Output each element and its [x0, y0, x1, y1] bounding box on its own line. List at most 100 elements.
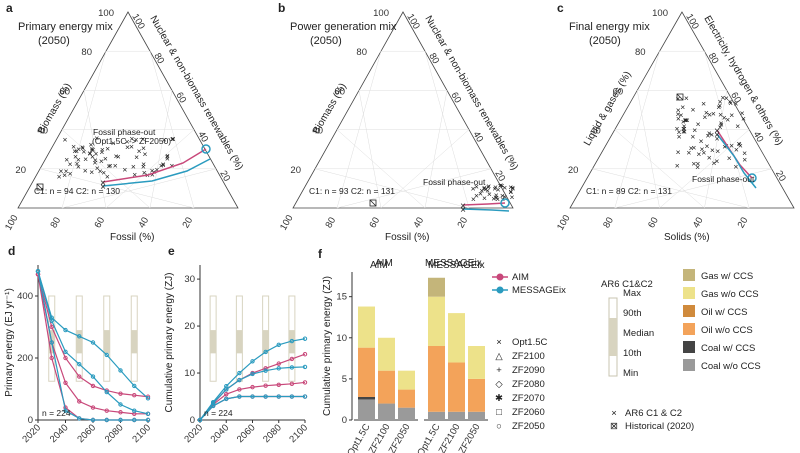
right-tick-label: 80: [426, 51, 441, 66]
ar6-point: ×: [678, 110, 683, 120]
legend-model-name: MESSAGEix: [512, 285, 566, 296]
series-point: [263, 368, 268, 373]
right-tick-label: 20: [217, 169, 232, 184]
n-count: C1: n = 89 C2: n = 131: [586, 186, 672, 196]
legend-category-name: Coal w/o CCS: [701, 361, 761, 372]
ar6-point: ×: [131, 161, 136, 171]
ar6-point: ×: [137, 146, 142, 156]
ar6-point: ×: [711, 109, 716, 119]
legend-category-name: Gas w/o CCS: [701, 289, 759, 300]
gridline: [614, 129, 705, 209]
panel-subtitle: (2050): [38, 35, 70, 47]
ar6-point: ×: [100, 145, 105, 155]
ar6-point: ×: [686, 148, 691, 158]
bar-segment: [448, 313, 465, 363]
gridline: [704, 90, 728, 209]
ar6-point: ×: [502, 191, 507, 201]
y-axis-label: Cumulative primary energy (ZJ): [164, 272, 175, 412]
ar6-point: ×: [728, 98, 733, 108]
x-tick-label: 2100: [287, 422, 310, 445]
legend-other-name: Historical (2020): [625, 421, 694, 432]
series-line: [37, 271, 149, 415]
bottom-tick-label: 40: [691, 215, 706, 230]
ar6-point: ×: [150, 169, 155, 179]
ar6-point: ×: [707, 128, 712, 138]
panel-letter: f: [318, 247, 323, 261]
series-line: [199, 338, 306, 421]
series-point: [118, 368, 123, 373]
ar6-point: ×: [487, 189, 492, 199]
gridline: [61, 129, 151, 209]
ar6-point: ×: [695, 162, 700, 172]
series-point: [77, 362, 82, 367]
ar6-point: ×: [493, 192, 498, 202]
historical-marker-cross: [369, 199, 377, 207]
series-point: [263, 383, 268, 388]
ar6-point: ×: [676, 147, 681, 157]
bar-panel-f: 051015AIMOpt1.5CZF2100ZF2050MESSAGEixOpt…: [318, 247, 488, 453]
ar6-point: ×: [718, 109, 723, 119]
bar-segment: [358, 396, 375, 400]
series-point: [104, 417, 109, 423]
gridline: [380, 129, 470, 209]
ar6-point: ×: [129, 133, 134, 143]
bottom-tick-label: 20: [180, 215, 195, 230]
right-tick-label: 40: [195, 130, 210, 145]
series-point: [77, 374, 82, 379]
series-point: [276, 382, 281, 387]
bar-segment: [378, 403, 395, 420]
ar6-point: ×: [486, 182, 491, 192]
legend-symbol: ◇: [495, 379, 503, 390]
ar6-point: ×: [134, 135, 139, 145]
ar6-point: ×: [105, 144, 110, 154]
y-axis-label: Primary energy (EJ yr⁻¹): [4, 288, 15, 397]
triangle-frame: [292, 11, 514, 209]
ar6-point: ×: [729, 141, 734, 151]
ar6-point: ×: [733, 99, 738, 109]
x-tick-label: 2080: [261, 422, 284, 445]
ar6-point: ×: [689, 143, 694, 153]
series-point: [289, 338, 295, 344]
right-tick-label: 80: [151, 51, 166, 66]
gridline: [358, 90, 382, 209]
series-point: [276, 366, 281, 371]
ar6-point: ×: [510, 184, 515, 194]
ar6-point: ×: [727, 153, 732, 163]
legend-scenario-name: ZF2100: [512, 351, 545, 362]
series-point: [302, 364, 308, 370]
panel-title: Primary energy mix: [18, 21, 113, 33]
ar6-point: ×: [508, 187, 513, 197]
y-tick-label: 0: [190, 415, 195, 426]
series-point: [63, 355, 68, 361]
bottom-tick-label: 80: [48, 215, 63, 230]
opt15c-marker: ×: [460, 201, 466, 212]
series-point: [104, 408, 109, 413]
ar6-point: ×: [165, 151, 170, 161]
series-line: [199, 381, 306, 421]
ar6-range-median: [103, 330, 110, 354]
ar6-point: ×: [114, 151, 119, 161]
ar6-point: ×: [159, 161, 164, 171]
ar6-point: ×: [692, 125, 697, 135]
gridline: [314, 168, 470, 209]
legend-symbol: ×: [496, 337, 502, 348]
historical-marker: [36, 183, 44, 191]
ar6-point: ×: [162, 135, 167, 145]
ar6-point: ×: [729, 110, 734, 120]
historical-marker-cross: [676, 93, 684, 101]
series-point: [263, 349, 268, 355]
triangle-frame: [17, 11, 239, 209]
gridline: [659, 129, 750, 209]
ar6-point: ×: [80, 142, 85, 152]
series-point: [250, 359, 255, 364]
series-line: [199, 366, 306, 421]
legend-category-swatch: [683, 305, 695, 317]
ar6-point: ×: [500, 190, 505, 200]
panel-letter: a: [6, 1, 13, 15]
series-point: [302, 394, 308, 399]
series-point: [197, 417, 203, 423]
left-tick-label: 40: [312, 126, 323, 137]
ar6-point: ×: [709, 129, 714, 139]
ar6-point: ×: [699, 136, 704, 146]
